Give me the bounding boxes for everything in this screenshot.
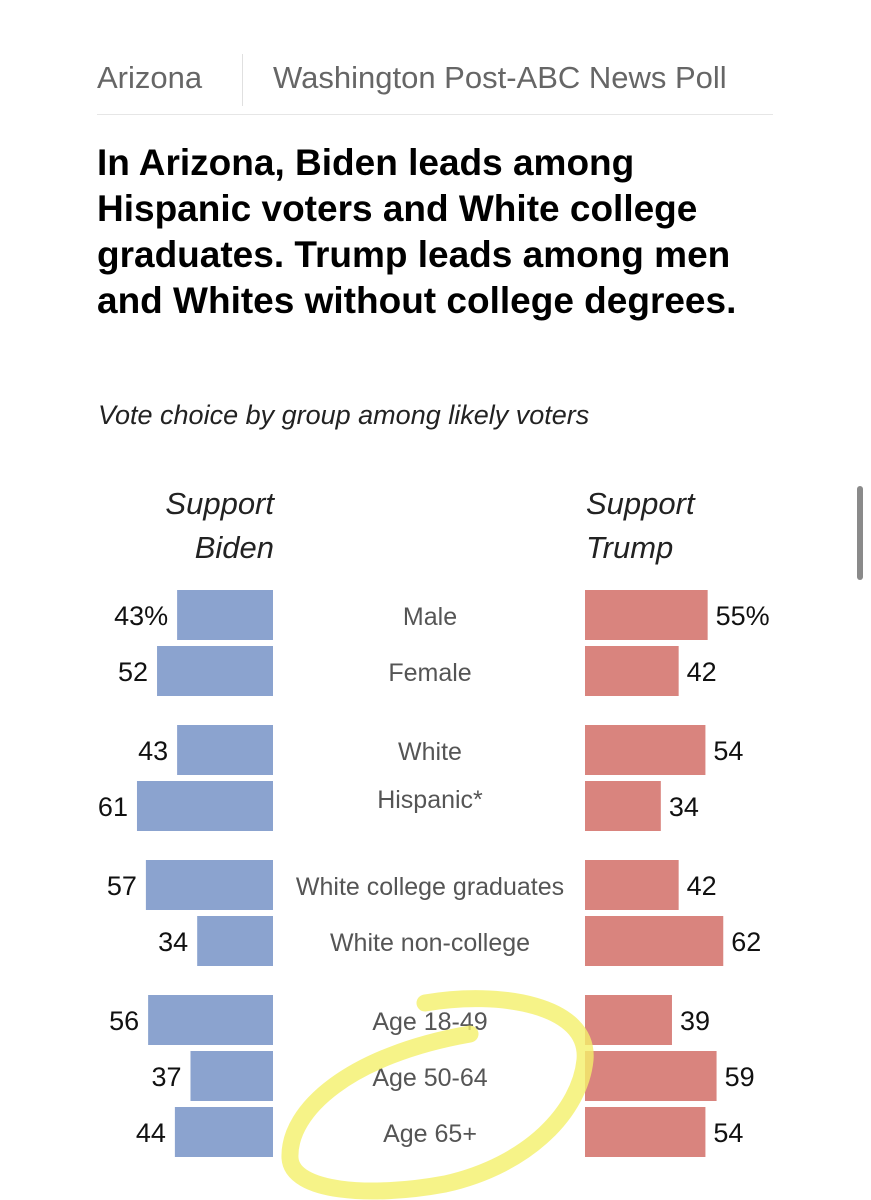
tab-poll-source[interactable]: Washington Post-ABC News Poll [273, 60, 727, 95]
trump-value-label: 55% [716, 601, 770, 631]
biden-bar [174, 1107, 273, 1157]
biden-value-label: 43% [114, 601, 168, 631]
category-label: White college graduates [296, 873, 564, 901]
biden-bar [145, 860, 273, 910]
trump-bar [585, 1051, 717, 1101]
tab-divider [242, 54, 243, 106]
scrollbar[interactable] [857, 486, 863, 580]
trump-value-label: 34 [669, 792, 699, 822]
chart-subtitle: Vote choice by group among likely voters [98, 400, 590, 430]
biden-bar [148, 995, 273, 1045]
chart-marks: Male 43% 55% Female 52 42 White 43 54 Hispanic* 61… [98, 590, 770, 1200]
biden-bar [197, 916, 273, 966]
trump-bar [585, 1107, 706, 1157]
biden-value-label: 37 [151, 1062, 181, 1092]
biden-column-heading: Support Biden [165, 486, 274, 565]
trump-bar [585, 725, 706, 775]
category-label: Male [403, 603, 457, 631]
category-label: White non-college [330, 929, 530, 957]
biden-value-label: 34 [158, 927, 188, 957]
headline: In Arizona, Biden leads among Hispanic v… [97, 142, 737, 321]
biden-value-label: 52 [118, 657, 148, 687]
biden-value-label: 44 [136, 1118, 166, 1148]
trump-bar [585, 646, 679, 696]
trump-bar [585, 860, 679, 910]
trump-bar [585, 916, 724, 966]
category-label: White [398, 738, 462, 766]
biden-value-label: 56 [109, 1006, 139, 1036]
category-label: Female [388, 659, 471, 687]
highlight-annotation [281, 990, 594, 1200]
trump-bar [585, 590, 708, 640]
biden-bar [136, 781, 273, 831]
category-label: Age 50-64 [372, 1064, 487, 1092]
tab-arizona[interactable]: Arizona [97, 60, 203, 95]
trump-bar [585, 781, 661, 831]
biden-value-label: 57 [107, 871, 137, 901]
biden-bar [190, 1051, 273, 1101]
tab-bar: Arizona Washington Post-ABC News Poll [97, 54, 773, 115]
trump-column-heading: Support Trump [586, 486, 695, 565]
biden-bar [177, 590, 273, 640]
trump-value-label: 62 [731, 927, 761, 957]
trump-value-label: 39 [680, 1006, 710, 1036]
trump-bar [585, 995, 672, 1045]
biden-bar [177, 725, 273, 775]
trump-value-label: 42 [687, 657, 717, 687]
biden-bar [157, 646, 273, 696]
biden-value-label: 61 [98, 792, 128, 822]
trump-value-label: 54 [713, 1118, 743, 1148]
trump-value-label: 59 [725, 1062, 755, 1092]
biden-value-label: 43 [138, 736, 168, 766]
trump-value-label: 42 [687, 871, 717, 901]
category-label: Age 65+ [383, 1120, 477, 1148]
category-label: Hispanic* [377, 786, 483, 814]
trump-value-label: 54 [713, 736, 743, 766]
